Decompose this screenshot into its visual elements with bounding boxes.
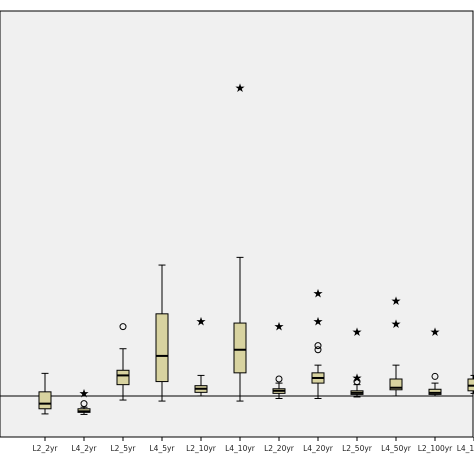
outlier-star: ★ [196, 315, 207, 329]
outlier-circle [119, 323, 127, 331]
box-group [155, 264, 169, 402]
outlier-circle [275, 375, 283, 383]
box-group: ★ [77, 386, 91, 415]
outlier-star: ★ [274, 320, 285, 334]
x-tick-label: L2_100yr [418, 444, 453, 453]
box-group: ★★ [350, 325, 364, 398]
outlier-star: ★ [352, 325, 363, 339]
chart-marks: ★★★★★★★★★★★ [38, 81, 474, 415]
box [233, 322, 247, 374]
outlier-star: ★ [79, 386, 90, 400]
box [389, 378, 403, 391]
x-tick-label: L2_20yr [264, 444, 295, 453]
box-group [38, 372, 52, 415]
outlier-star: ★ [313, 315, 324, 329]
outlier-star: ★ [391, 317, 402, 331]
box-group [467, 374, 474, 394]
outlier-star: ★ [391, 294, 402, 308]
box-group: ★ [194, 315, 208, 397]
box-group [116, 323, 130, 401]
x-tick-label: L4_2yr [72, 444, 98, 453]
box-group: ★ [272, 320, 286, 400]
outlier-star: ★ [235, 81, 246, 95]
x-axis: L2_2yr L4_2yr L2_5yr L4_5yr L2_10yr L4_10yr L2… [33, 437, 474, 453]
outlier-circle [353, 378, 361, 386]
outlier-star: ★ [313, 286, 324, 300]
x-tick-label: L4_5yr [150, 444, 176, 453]
x-tick-label: L4_20yr [303, 444, 334, 453]
box-group: ★★ [311, 286, 325, 400]
outlier-star: ★ [352, 371, 363, 385]
box [155, 313, 169, 383]
box [116, 369, 130, 386]
x-tick-label: L4_50yr [381, 444, 412, 453]
x-tick-label: L2_2yr [33, 444, 59, 453]
box-group: ★ [428, 325, 442, 397]
outlier-circle [80, 400, 88, 408]
x-tick-label: L2_5yr [111, 444, 137, 453]
box [428, 388, 442, 395]
x-tick-label: L2_50yr [342, 444, 373, 453]
x-tick-label: L4_10yr [225, 444, 256, 453]
box [38, 391, 52, 410]
x-tick-label: L2_10yr [186, 444, 217, 453]
x-tick-label: L4_100yr [457, 444, 474, 453]
outlier-circle [314, 346, 322, 354]
box-group: ★★ [389, 294, 403, 397]
outlier-star: ★ [430, 325, 441, 339]
outlier-circle [314, 342, 322, 350]
outlier-circle [431, 372, 439, 380]
box-group: ★ [233, 81, 247, 402]
